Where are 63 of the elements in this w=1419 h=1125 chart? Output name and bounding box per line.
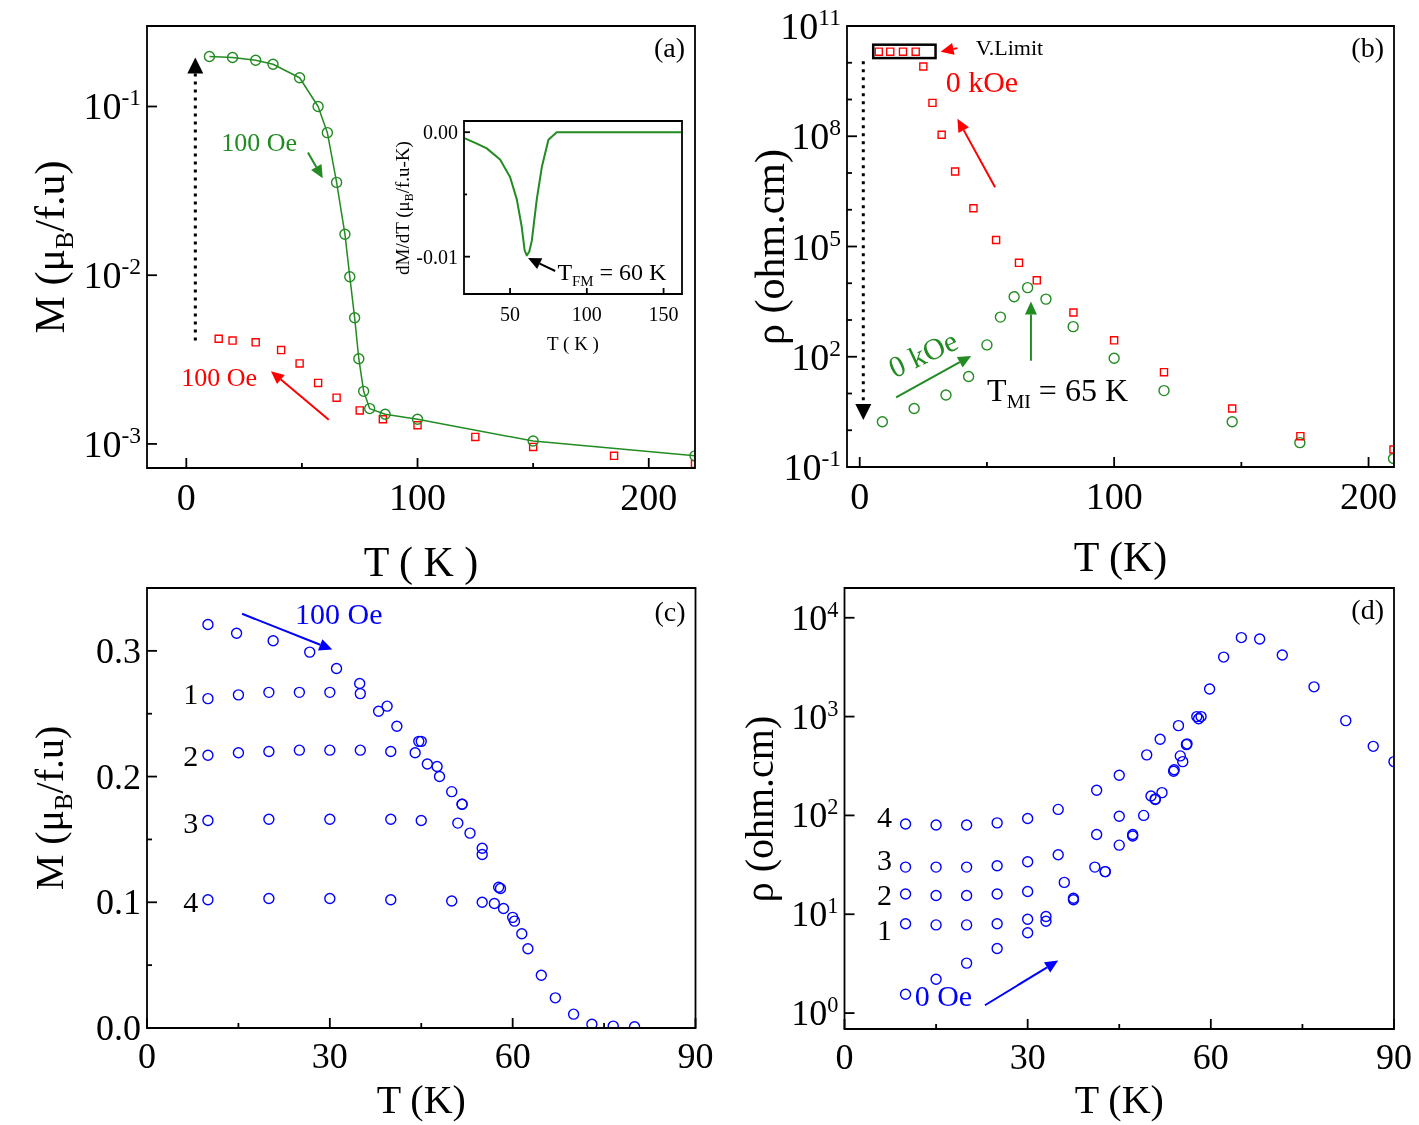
series-label: 1 (877, 913, 893, 947)
x-tick-label: 30 (311, 1036, 348, 1076)
series-label: 2 (183, 739, 199, 773)
y-tick-label: 10$^{-2}$ (83, 253, 141, 297)
legend-label: 100 Oe (181, 363, 258, 393)
series-label: 4 (183, 885, 199, 919)
y-tick-label: 10$^{0}$ (791, 992, 839, 1034)
y-tick-label: 0.2 (96, 756, 141, 797)
x-tick-label: 0 (176, 476, 196, 518)
x-tick-label: 150 (648, 303, 679, 325)
x-axis-title: T (K) (376, 1077, 466, 1122)
x-tick-label: 60 (1192, 1037, 1229, 1077)
x-tick-label: 90 (677, 1036, 714, 1076)
y-tick-label: 10$^{5}$ (791, 224, 841, 268)
series-label: 4 (877, 799, 893, 833)
y-tick-label: 10$^{4}$ (791, 596, 839, 638)
series-label: 3 (183, 806, 199, 840)
y-tick-label: 0.0 (96, 1008, 141, 1048)
x-tick-label: 0 (835, 1037, 854, 1077)
y-tick-label: -0.01 (416, 245, 458, 268)
y-tick-label: 10$^{3}$ (791, 695, 839, 737)
x-tick-label: 0 (138, 1036, 156, 1076)
annotation: (c) (654, 596, 686, 627)
annotation: T$_{MI}$ = 65 K (987, 371, 1129, 413)
annotation: (b) (1351, 32, 1384, 63)
y-tick-label: 10$^{-1}$ (783, 445, 841, 488)
y-tick-label: 0.3 (96, 630, 141, 671)
x-axis-title: T ( K ) (363, 539, 479, 585)
x-tick-label: 100 (1085, 475, 1143, 517)
y-tick-label: 10$^{1}$ (791, 893, 839, 935)
annotation: V.Limit (975, 34, 1044, 60)
x-tick-label: 90 (1376, 1037, 1412, 1077)
annotation: (a) (653, 32, 685, 63)
y-tick-label: 0.1 (96, 882, 141, 923)
x-tick-label: 100 (389, 476, 447, 518)
legend-label: 0 kOe (883, 323, 963, 384)
x-tick-label: 30 (1009, 1037, 1046, 1077)
y-tick-label: 0.00 (423, 121, 458, 144)
y-axis-title: ρ (ohm.cm) (747, 148, 793, 345)
series-label: 100 Oe (295, 597, 383, 631)
x-axis-title: T (K) (1074, 1077, 1164, 1122)
annotation: (d) (1351, 594, 1384, 625)
legend-label: 0 Oe (914, 978, 973, 1012)
series-label: 0 kOe (945, 64, 1019, 98)
y-tick-label: 10$^{2}$ (791, 794, 839, 836)
y-tick-label: 10$^{-3}$ (83, 422, 141, 465)
series-label: 1 (183, 676, 199, 710)
x-tick-label: 60 (494, 1036, 531, 1076)
x-tick-label: 0 (850, 475, 870, 517)
x-axis-title: T ( K ) (547, 332, 599, 354)
y-tick-label: 10$^{-1}$ (83, 84, 141, 128)
x-tick-label: 50 (500, 303, 521, 325)
x-tick-label: 100 (571, 303, 602, 325)
y-tick-label: 10$^{11}$ (780, 4, 841, 47)
x-tick-label: 200 (1340, 475, 1398, 517)
legend-label: 100 Oe (221, 128, 298, 158)
y-axis-title: ρ (ohm.cm) (736, 715, 782, 902)
series-label: 2 (877, 877, 893, 911)
annotation: T$_{FM}$ = 60 K (557, 258, 667, 289)
series-label: 3 (877, 843, 893, 877)
x-tick-label: 200 (620, 476, 678, 518)
y-tick-label: 10$^{8}$ (791, 114, 841, 158)
x-axis-title: T (K) (1073, 534, 1168, 580)
